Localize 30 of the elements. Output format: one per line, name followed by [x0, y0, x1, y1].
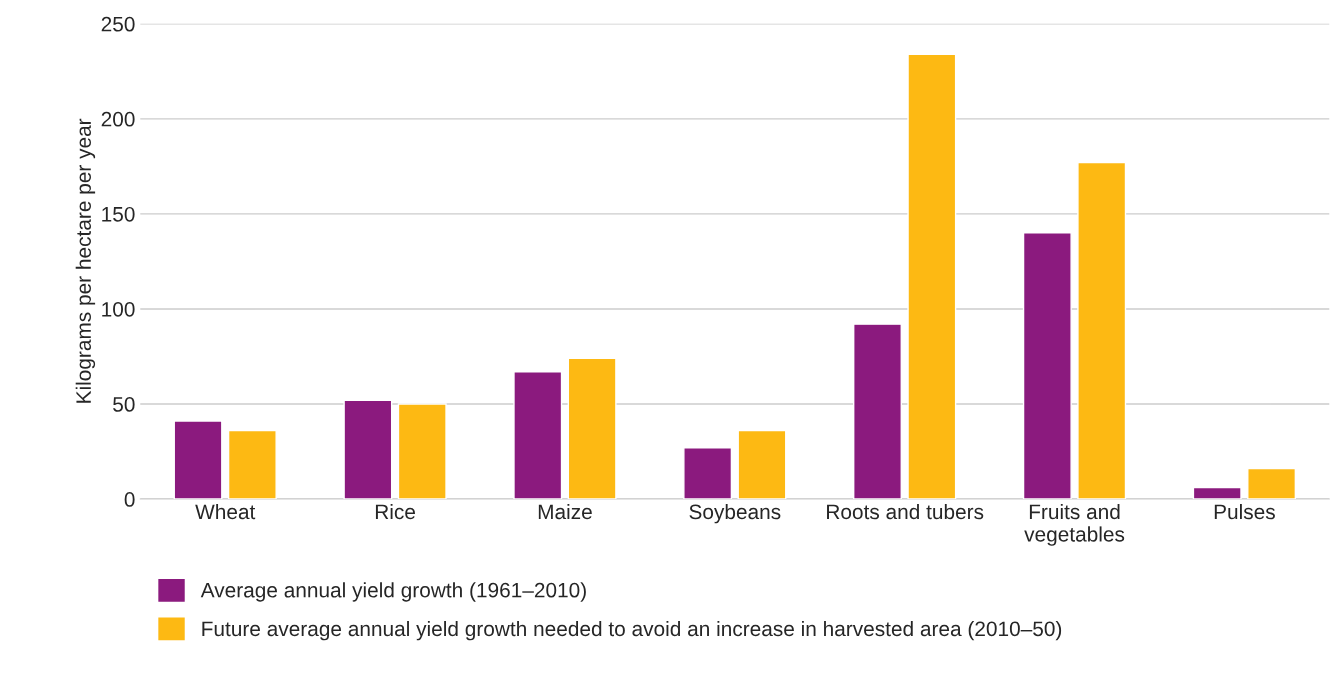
bar — [567, 357, 617, 500]
x-tick-label: Roots and tubers — [827, 503, 984, 520]
x-tick-label: Fruits and vegetables — [1024, 503, 1125, 546]
bar — [227, 429, 277, 500]
bar — [1022, 232, 1072, 500]
bar — [907, 53, 957, 500]
bar — [1192, 486, 1242, 500]
y-tick-label: 100 — [102, 301, 135, 317]
x-tick-label: Wheat — [195, 503, 256, 520]
x-tick-label: Rice — [375, 503, 415, 520]
y-tick-label: 250 — [101, 16, 135, 32]
x-tick-label: Pulses — [1214, 503, 1275, 520]
bar — [343, 399, 393, 500]
bar — [513, 370, 563, 500]
bar — [173, 420, 223, 500]
legend-label: Future average annual yield growth needed to avoid an increase in harvested area (2010–50) — [202, 620, 1062, 641]
bar — [1077, 161, 1127, 500]
bar — [1247, 467, 1297, 500]
legend-label: Average annual yield growth (1961–2010) — [200, 582, 586, 602]
y-tick-label: 200 — [101, 111, 135, 127]
y-tick-label: 150 — [102, 206, 135, 222]
bar — [737, 429, 787, 500]
bar — [683, 447, 733, 500]
bar — [853, 323, 902, 500]
x-tick-label: Maize — [538, 503, 592, 520]
y-tick-label: 0 — [124, 492, 135, 507]
y-axis-title: Kilograms per hectare per year — [75, 118, 96, 403]
y-tick-label: 50 — [113, 397, 135, 412]
bar — [397, 403, 447, 500]
x-tick-label: Soybeans — [689, 503, 781, 524]
